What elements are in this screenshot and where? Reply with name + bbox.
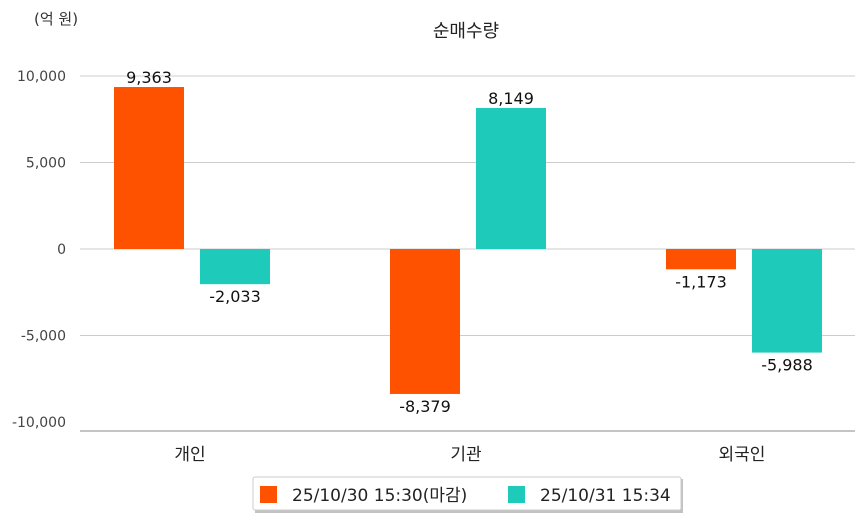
bar-0-2[interactable] xyxy=(666,249,736,270)
legend: 25/10/30 15:30(마감) 25/10/31 15:34 xyxy=(252,476,683,513)
legend-label-1[interactable]: 25/10/31 15:34 xyxy=(540,486,671,506)
data-label: -1,173 xyxy=(675,272,727,291)
y-tick-label: 5,000 xyxy=(26,156,66,172)
legend-swatch-1 xyxy=(508,486,525,503)
data-label: -2,033 xyxy=(209,287,261,306)
bar-1-2[interactable] xyxy=(752,249,822,353)
bar-1-0[interactable] xyxy=(200,249,270,285)
data-label: -5,988 xyxy=(761,356,813,375)
legend-swatch-0 xyxy=(260,486,277,503)
y-tick-label: 0 xyxy=(57,242,66,258)
data-label: 8,149 xyxy=(488,89,534,108)
legend-label-0[interactable]: 25/10/30 15:30(마감) xyxy=(292,486,467,506)
x-category-label: 외국인 xyxy=(719,445,766,465)
bar-0-0[interactable] xyxy=(114,87,184,249)
bar-1-1[interactable] xyxy=(476,108,546,249)
x-category-label: 기관 xyxy=(450,445,481,465)
y-tick-label: -5,000 xyxy=(21,329,66,345)
unit-label: (억 원) xyxy=(34,10,78,28)
data-label: 9,363 xyxy=(126,68,172,87)
data-label: -8,379 xyxy=(399,397,451,416)
y-tick-label: 10,000 xyxy=(17,69,66,85)
bar-0-1[interactable] xyxy=(390,249,460,394)
x-category-label: 개인 xyxy=(174,445,205,465)
chart-title: 순매수량 xyxy=(433,21,499,42)
y-tick-label: -10,000 xyxy=(12,415,66,431)
